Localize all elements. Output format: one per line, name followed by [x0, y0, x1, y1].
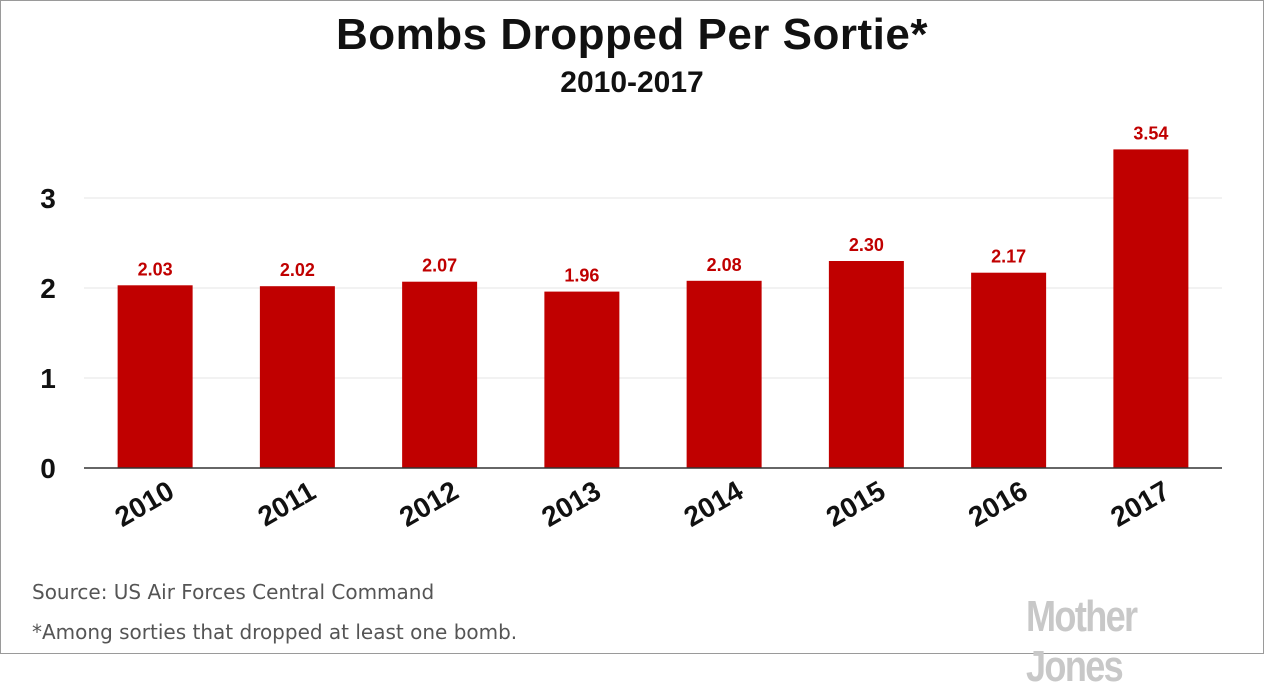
x-tick-label: 2013	[536, 475, 605, 533]
bar-2013	[544, 291, 620, 468]
mother-jones-logo: Mother Jones	[1026, 592, 1138, 691]
chart-title: Bombs Dropped Per Sortie*	[336, 10, 928, 59]
data-label: 2.08	[707, 255, 742, 275]
data-label: 1.96	[564, 266, 599, 286]
bar-2015	[828, 261, 904, 468]
chart-subtitle: 2010-2017	[560, 66, 704, 99]
data-label: 2.03	[138, 259, 173, 279]
footnote: *Among sorties that dropped at least one…	[32, 620, 518, 644]
bar-2017	[1113, 149, 1189, 468]
y-tick-label: 0	[40, 453, 56, 484]
x-tick-label: 2017	[1105, 475, 1174, 533]
data-label: 2.02	[280, 260, 315, 280]
y-tick-label: 2	[40, 273, 56, 304]
bar-2010	[117, 285, 193, 468]
bar-2016	[971, 272, 1047, 468]
y-tick-label: 3	[40, 183, 56, 214]
data-label: 2.30	[849, 235, 884, 255]
x-tick-label: 2010	[110, 475, 179, 533]
x-tick-label: 2012	[394, 475, 463, 533]
x-tick-label: 2014	[679, 475, 749, 533]
data-label: 2.07	[422, 256, 457, 276]
x-tick-label: 2015	[821, 475, 890, 533]
data-label: 3.54	[1133, 123, 1168, 143]
x-tick-label: 2011	[253, 475, 321, 532]
source-note: Source: US Air Forces Central Command	[32, 580, 435, 604]
x-tick-label: 2016	[963, 475, 1032, 533]
data-label: 2.17	[991, 247, 1026, 267]
bar-2014	[686, 280, 762, 468]
y-tick-label: 1	[40, 363, 56, 394]
bar-chart: 0 1 2 3 2.03 2.02 2.07 1.96 2.08 2.30 2.17 3.54 20…	[40, 123, 1222, 533]
bar-2012	[402, 281, 478, 468]
bar-2011	[259, 286, 335, 468]
